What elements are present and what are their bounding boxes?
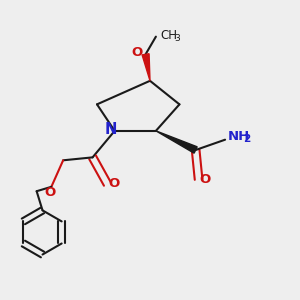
Text: CH: CH xyxy=(160,29,177,42)
Polygon shape xyxy=(142,54,150,81)
Text: 3: 3 xyxy=(174,34,180,43)
Text: O: O xyxy=(108,177,119,190)
Text: NH: NH xyxy=(228,130,250,143)
Text: O: O xyxy=(200,173,211,186)
Text: 2: 2 xyxy=(243,134,250,144)
Text: N: N xyxy=(105,122,117,137)
Text: O: O xyxy=(44,186,56,199)
Polygon shape xyxy=(156,131,197,153)
Text: O: O xyxy=(131,46,142,59)
